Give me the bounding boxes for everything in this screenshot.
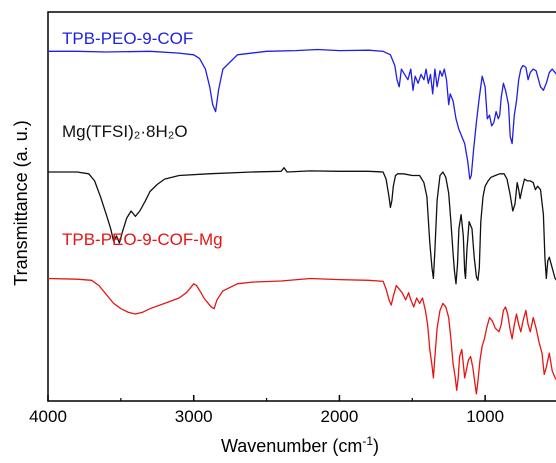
x-tick-label: 2000 xyxy=(321,407,359,426)
series-line-3 xyxy=(47,277,556,395)
series-label-2: Mg(TFSI)₂·8H₂O xyxy=(62,122,188,141)
series-line-2 xyxy=(48,167,556,285)
series-label-3: TPB-PEO-9-COF-Mg xyxy=(62,230,223,249)
x-tick-label: 3000 xyxy=(175,407,213,426)
x-axis-title: Wavenumber (cm-1) xyxy=(221,434,379,456)
plot-frame xyxy=(47,11,556,402)
series-layer xyxy=(47,48,556,395)
x-axis-title-main: Wavenumber (cm xyxy=(221,436,362,456)
x-axis-ticks: 4000 3000 2000 1000 xyxy=(29,395,504,426)
series-line-1 xyxy=(48,48,556,180)
y-axis-title: Transmittance (a. u.) xyxy=(11,120,31,285)
series-label-1: TPB-PEO-9-COF xyxy=(62,29,193,48)
x-axis-title-superscript: -1 xyxy=(362,434,373,448)
series-labels: TPB-PEO-9-COF Mg(TFSI)₂·8H₂O TPB-PEO-9-COF… xyxy=(62,29,223,249)
x-axis-title-suffix: ) xyxy=(373,436,379,456)
x-tick-label: 1000 xyxy=(466,407,504,426)
x-tick-label: 4000 xyxy=(29,407,67,426)
